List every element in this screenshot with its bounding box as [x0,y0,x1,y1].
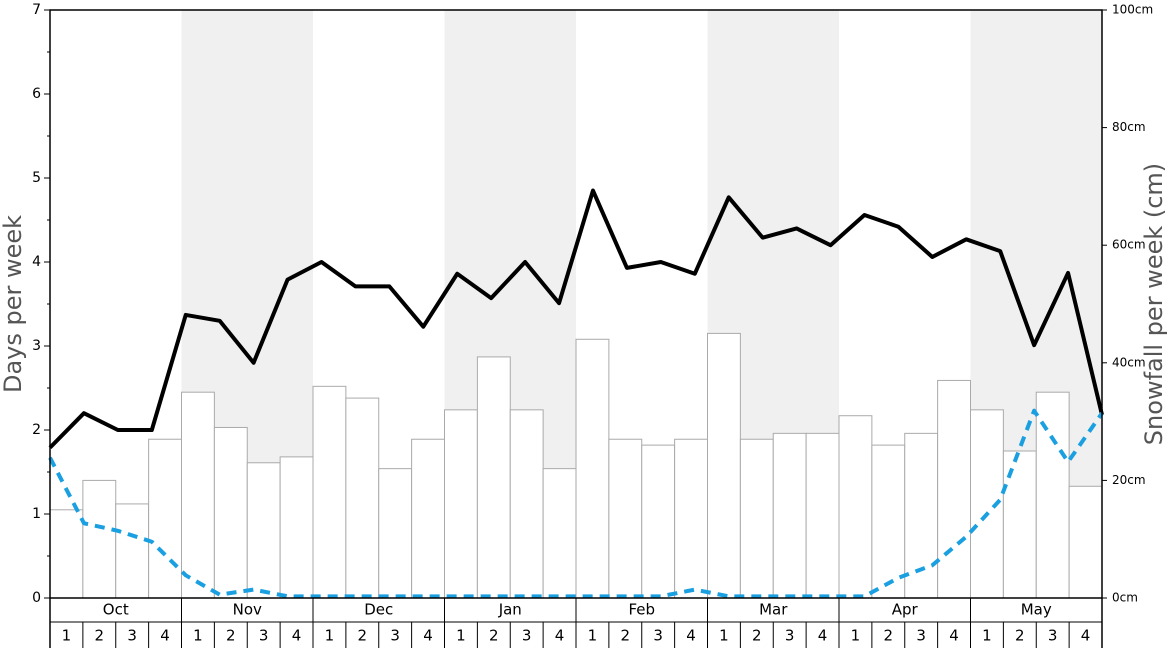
bar [509,409,544,599]
bar [641,444,676,599]
bar [1068,485,1103,599]
bar [181,391,215,599]
y-tick-label: 0 [32,590,41,606]
month-label: Apr [892,601,919,619]
x-tick-label: 1 [982,627,992,645]
x-tick-label: 3 [522,627,532,645]
x-tick-label: 3 [916,627,926,645]
bar [805,432,840,599]
x-tick-label: 4 [423,627,433,645]
bar [707,332,741,599]
y2-tick-label: 60cm [1112,238,1146,252]
bar [49,509,84,599]
bar [345,397,380,599]
bar [115,503,150,599]
bar [148,438,182,599]
x-tick-label: 3 [653,627,663,645]
bar [476,356,511,599]
bar [772,432,807,599]
y-tick-label: 3 [32,338,41,354]
bar [279,456,314,599]
bar [739,438,774,599]
x-tick-label: 4 [686,627,696,645]
y-tick-label: 1 [32,506,41,522]
x-tick-label: 4 [160,627,170,645]
x-tick-label: 2 [884,627,894,645]
y2-tick-label: 100cm [1112,3,1153,17]
x-tick-label: 2 [358,627,368,645]
bar [937,379,971,599]
bar [674,438,708,599]
x-tick-label: 4 [818,627,828,645]
x-tick-label: 3 [259,627,269,645]
x-tick-label: 2 [489,627,499,645]
bar [213,426,248,599]
month-label: Nov [233,601,262,619]
y2-tick-label: 80cm [1112,120,1146,134]
x-tick-label: 2 [1015,627,1025,645]
x-tick-label: 3 [127,627,137,645]
bar [246,462,281,599]
bar [411,438,445,599]
month-label: Feb [628,601,655,619]
bar [838,415,873,599]
x-tick-label: 1 [193,627,203,645]
y2-tick-label: 0cm [1112,591,1138,605]
x-tick-label: 4 [1081,627,1091,645]
x-tick-label: 3 [390,627,400,645]
y-tick-label: 6 [32,86,41,102]
x-tick-label: 1 [719,627,729,645]
y-tick-label: 4 [32,254,41,270]
bar [82,479,117,599]
month-label: Dec [364,601,393,619]
bar [608,438,643,599]
x-tick-label: 1 [62,627,72,645]
y-axis-label: Days per week [0,215,27,393]
x-tick-label: 1 [456,627,466,645]
y2-tick-label: 40cm [1112,355,1146,369]
bar [444,409,478,599]
bar [871,444,906,599]
bar [378,468,413,599]
y-tick-label: 7 [32,2,41,18]
x-tick-label: 1 [588,627,598,645]
bar [904,432,939,599]
x-tick-label: 2 [95,627,105,645]
line [48,188,1104,450]
bar [575,338,610,599]
x-tick-label: 4 [949,627,959,645]
bar [542,468,577,599]
month-label: May [1021,601,1052,619]
month-label: Jan [498,601,522,619]
x-tick-label: 1 [325,627,335,645]
x-tick-label: 3 [785,627,795,645]
month-label: Mar [759,601,788,619]
x-tick-label: 2 [621,627,631,645]
month-label: Oct [103,601,129,619]
y-tick-label: 5 [32,170,41,186]
y2-tick-label: 20cm [1112,473,1146,487]
bar [312,385,347,599]
x-tick-label: 1 [851,627,861,645]
y-tick-label: 2 [32,422,41,438]
x-tick-label: 4 [555,627,565,645]
x-tick-label: 2 [226,627,236,645]
y2-axis-label: Snowfall per week (cm) [1140,163,1168,445]
x-tick-label: 4 [292,627,302,645]
x-tick-label: 3 [1048,627,1058,645]
x-tick-label: 2 [752,627,762,645]
